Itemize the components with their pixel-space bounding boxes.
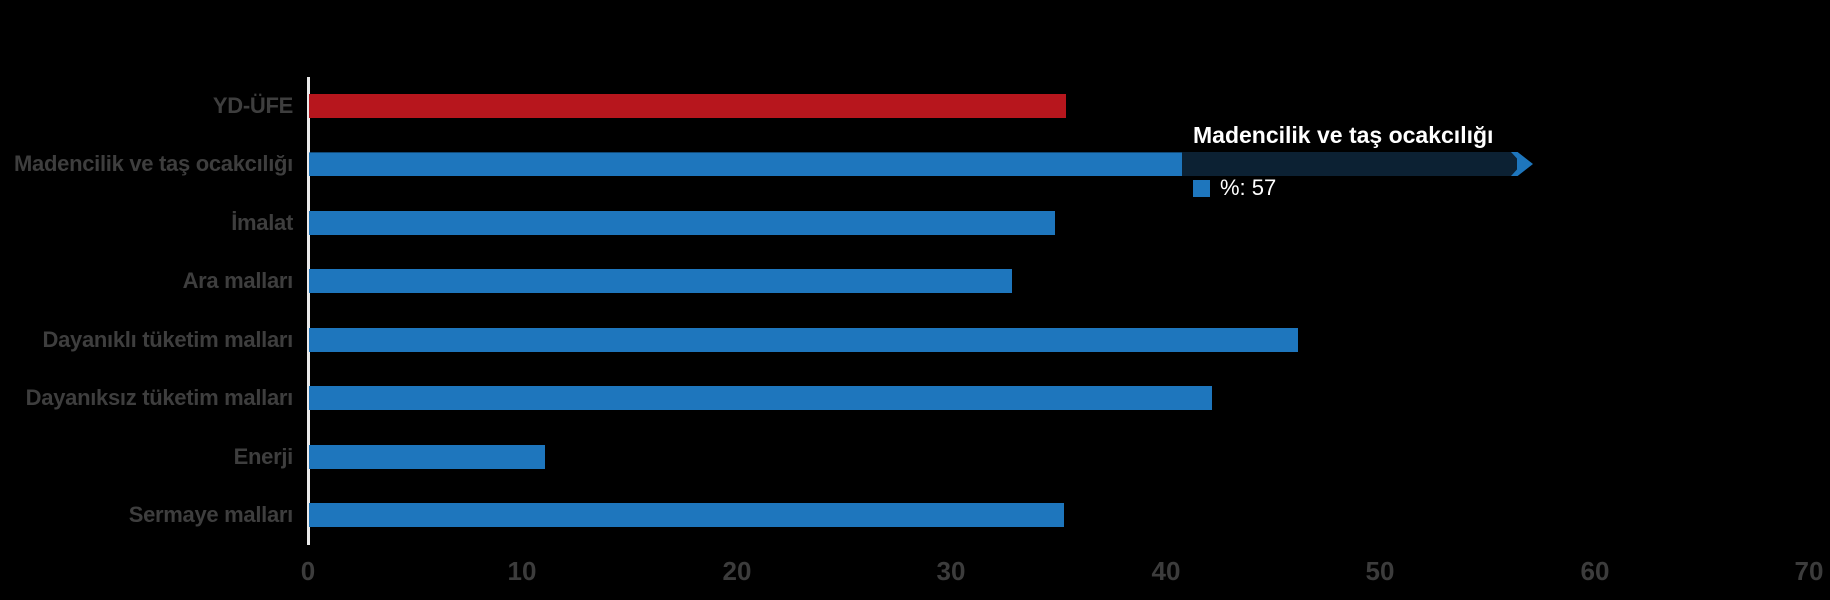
category-label: Madencilik ve taş ocakcılığı: [14, 151, 293, 177]
bar[interactable]: [309, 327, 1298, 352]
tooltip-value: %: 57: [1220, 175, 1277, 200]
x-tick-label: 0: [300, 556, 316, 586]
category-label: Dayanıklı tüketim malları: [42, 326, 294, 352]
category-label: Enerji: [233, 443, 294, 469]
bar[interactable]: [309, 210, 1055, 235]
tooltip-value-row: %: 57: [1193, 175, 1276, 201]
x-tick-label: 10: [507, 556, 537, 586]
tooltip-title: Madencilik ve taş ocakcılığı: [1193, 122, 1494, 148]
bar[interactable]: [309, 386, 1212, 411]
category-label: İmalat: [231, 209, 293, 235]
bar[interactable]: [309, 269, 1012, 294]
x-tick-label: 50: [1365, 556, 1395, 586]
bar[interactable]: [309, 503, 1064, 527]
y-axis-line: [307, 77, 310, 545]
x-tick-label: 40: [1151, 556, 1181, 586]
series-color-swatch-icon: [1193, 179, 1210, 197]
x-tick-label: 30: [936, 556, 966, 586]
x-tick-label: 20: [722, 556, 752, 586]
x-tick-label: 60: [1580, 556, 1610, 586]
bar[interactable]: [309, 94, 1066, 118]
category-label: Dayanıksız tüketim malları: [25, 385, 294, 411]
x-tick-label: 70: [1794, 556, 1824, 586]
category-label: YD-ÜFE: [212, 93, 293, 118]
category-label: Sermaye malları: [128, 502, 294, 527]
tooltip-highlight-band: [1182, 152, 1517, 176]
bar[interactable]: [309, 444, 545, 469]
category-label: Ara malları: [182, 268, 294, 294]
